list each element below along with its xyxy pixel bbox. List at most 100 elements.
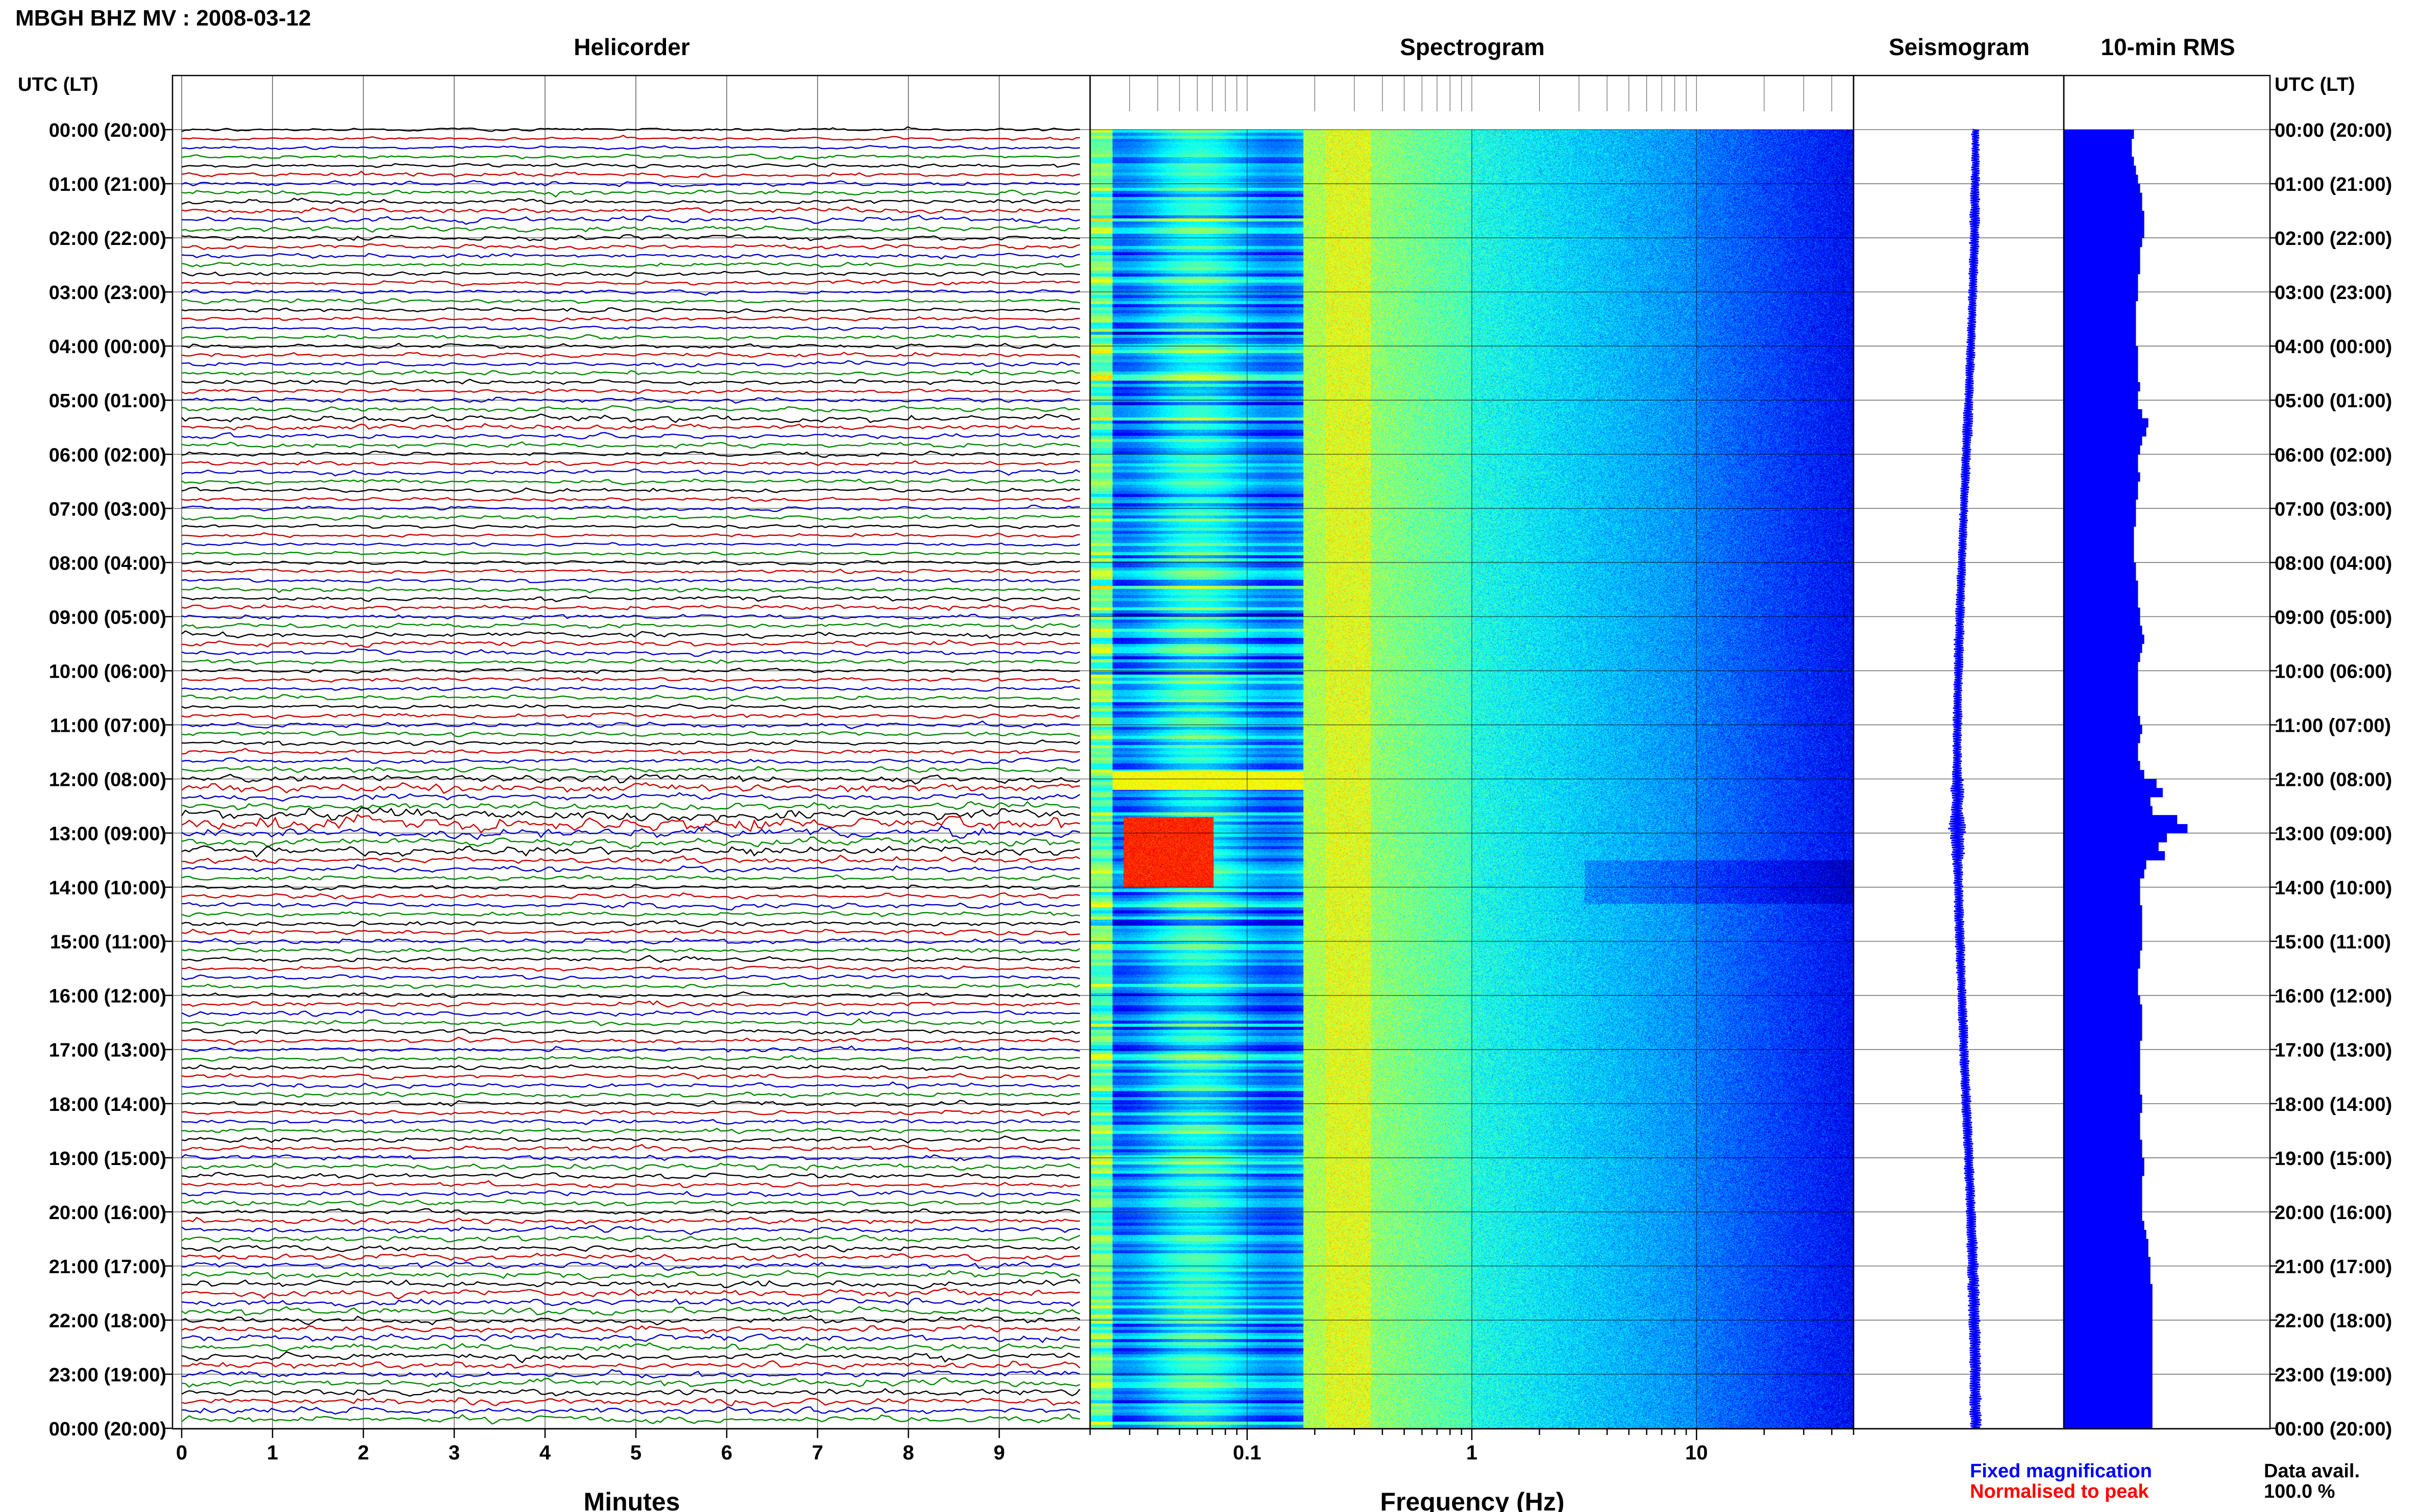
- helicorder-trace-row: [181, 504, 1080, 512]
- hour-label-left: 00:00 (20:00): [49, 1419, 166, 1440]
- rms-bar: [2064, 1401, 2153, 1411]
- rms-bar: [2064, 535, 2134, 545]
- hour-label-left: 09:00 (05:00): [49, 607, 166, 628]
- helicorder-trace-row: [181, 712, 1080, 720]
- helicorder-trace-row: [181, 369, 1080, 376]
- hour-label-left: 00:00 (20:00): [49, 120, 166, 141]
- rms-bar: [2064, 283, 2138, 292]
- rms-bar: [2064, 580, 2138, 590]
- hour-label-right: 12:00 (08:00): [2275, 770, 2392, 791]
- frequency-tick-label: 1: [1466, 1442, 1477, 1464]
- helicorder-trace-row: [181, 577, 1080, 583]
- rms-bar: [2064, 950, 2140, 960]
- helicorder-trace-row: [181, 630, 1080, 639]
- rms-bar: [2064, 165, 2136, 175]
- rms-bar: [2064, 842, 2159, 852]
- rms-bar: [2064, 698, 2138, 707]
- helicorder-trace-row: [181, 197, 1080, 205]
- helicorder-trace-row: [181, 836, 1080, 850]
- helicorder-trace-row: [182, 1036, 1080, 1045]
- minute-tick-label: 5: [630, 1442, 641, 1464]
- hour-label-left: 03:00 (23:00): [49, 282, 166, 304]
- helicorder-trace-row: [181, 541, 1080, 547]
- helicorder-trace-row: [181, 1297, 1080, 1308]
- rms-bar: [2064, 968, 2138, 978]
- helicorder-trace-row: [181, 1306, 1080, 1316]
- helicorder-trace-row: [181, 1208, 1080, 1215]
- rms-bar: [2064, 1112, 2140, 1122]
- helicorder-trace-row: [181, 298, 1080, 305]
- rms-title: 10-min RMS: [2101, 34, 2235, 60]
- minute-tick-label: 8: [903, 1442, 914, 1464]
- helicorder-trace-row: [181, 214, 1080, 225]
- minute-tick-label: 2: [358, 1442, 369, 1464]
- rms-bar: [2064, 634, 2144, 644]
- helicorder-trace-row: [181, 730, 1080, 737]
- rms-bar: [2064, 499, 2136, 509]
- rms-bar: [2064, 860, 2146, 870]
- rms-bar: [2064, 436, 2142, 446]
- rms-bar: [2064, 1230, 2146, 1240]
- helicorder-trace-row: [181, 648, 1080, 657]
- hour-label-right: 02:00 (22:00): [2275, 228, 2392, 250]
- helicorder-trace-row: [181, 586, 1080, 593]
- panel-frame: [2063, 75, 2271, 1430]
- rms-bar: [2064, 1076, 2140, 1086]
- hour-label-left: 07:00 (03:00): [49, 499, 166, 520]
- helicorder-trace-row: [181, 807, 1080, 823]
- rms-bar: [2064, 355, 2138, 365]
- data-avail-label: Data avail.: [2264, 1460, 2360, 1482]
- helicorder-trace-row: [181, 1225, 1080, 1235]
- helicorder-trace-row: [181, 1243, 1080, 1253]
- helicorder-trace-row: [181, 1000, 1080, 1008]
- minute-tick-label: 3: [449, 1442, 460, 1464]
- helicorder-title: Helicorder: [574, 34, 690, 60]
- rms-bar: [2064, 1248, 2149, 1257]
- rms-bar: [2064, 941, 2142, 951]
- helicorder-trace-row: [181, 1180, 1080, 1188]
- rms-bar: [2064, 725, 2142, 734]
- helicorder-trace-row: [181, 1351, 1080, 1364]
- helicorder-trace-row: [181, 289, 1080, 296]
- helicorder-trace-row: [181, 468, 1080, 477]
- helicorder-trace-row: [182, 991, 1080, 999]
- rms-bar: [2064, 878, 2140, 888]
- hour-label-left: 16:00 (12:00): [49, 986, 166, 1007]
- rms-bar: [2064, 1167, 2144, 1176]
- helicorder-trace-row: [181, 920, 1080, 928]
- rms-bar: [2064, 1058, 2140, 1068]
- helicorder-trace-row: [181, 523, 1080, 529]
- seismogram-trace-line: [1948, 129, 1982, 1429]
- rms-bar: [2064, 1194, 2142, 1203]
- hour-label-left: 13:00 (09:00): [49, 824, 166, 845]
- rms-bar: [2064, 869, 2144, 879]
- hour-label-right: 18:00 (14:00): [2275, 1094, 2392, 1116]
- rms-bar: [2064, 797, 2151, 807]
- helicorder-trace-row: [181, 1406, 1080, 1415]
- legend-fixed-magnification: Fixed magnification: [1970, 1460, 2152, 1482]
- helicorder-trace-row: [181, 874, 1080, 881]
- helicorder-trace-row: [181, 441, 1080, 449]
- helicorder-trace-row: [181, 667, 1080, 675]
- helicorder-trace-row: [181, 379, 1080, 386]
- rms-bar: [2064, 1130, 2140, 1140]
- hour-label-right: 16:00 (12:00): [2275, 986, 2392, 1007]
- rms-bar: [2064, 526, 2134, 536]
- helicorder-trace-row: [181, 1172, 1080, 1180]
- helicorder-trace-row: [181, 1279, 1080, 1290]
- hour-label-left: 06:00 (02:00): [49, 444, 166, 466]
- seismogram-trace: [1948, 129, 1982, 1429]
- helicorder-trace-row: [181, 639, 1080, 648]
- helicorder-trace-row: [181, 1315, 1080, 1326]
- rms-bar: [2064, 310, 2136, 319]
- hour-label-right: 01:00 (21:00): [2275, 174, 2392, 195]
- helicorder-trace-row: [181, 884, 1080, 891]
- hour-label-left: 23:00 (19:00): [49, 1365, 166, 1386]
- rms-bar: [2064, 192, 2142, 202]
- helicorder-trace-row: [181, 560, 1080, 566]
- hour-label-left: 02:00 (22:00): [49, 228, 166, 250]
- rms-bar: [2064, 1103, 2142, 1113]
- rms-bar: [2064, 184, 2140, 193]
- rms-bar: [2064, 653, 2140, 662]
